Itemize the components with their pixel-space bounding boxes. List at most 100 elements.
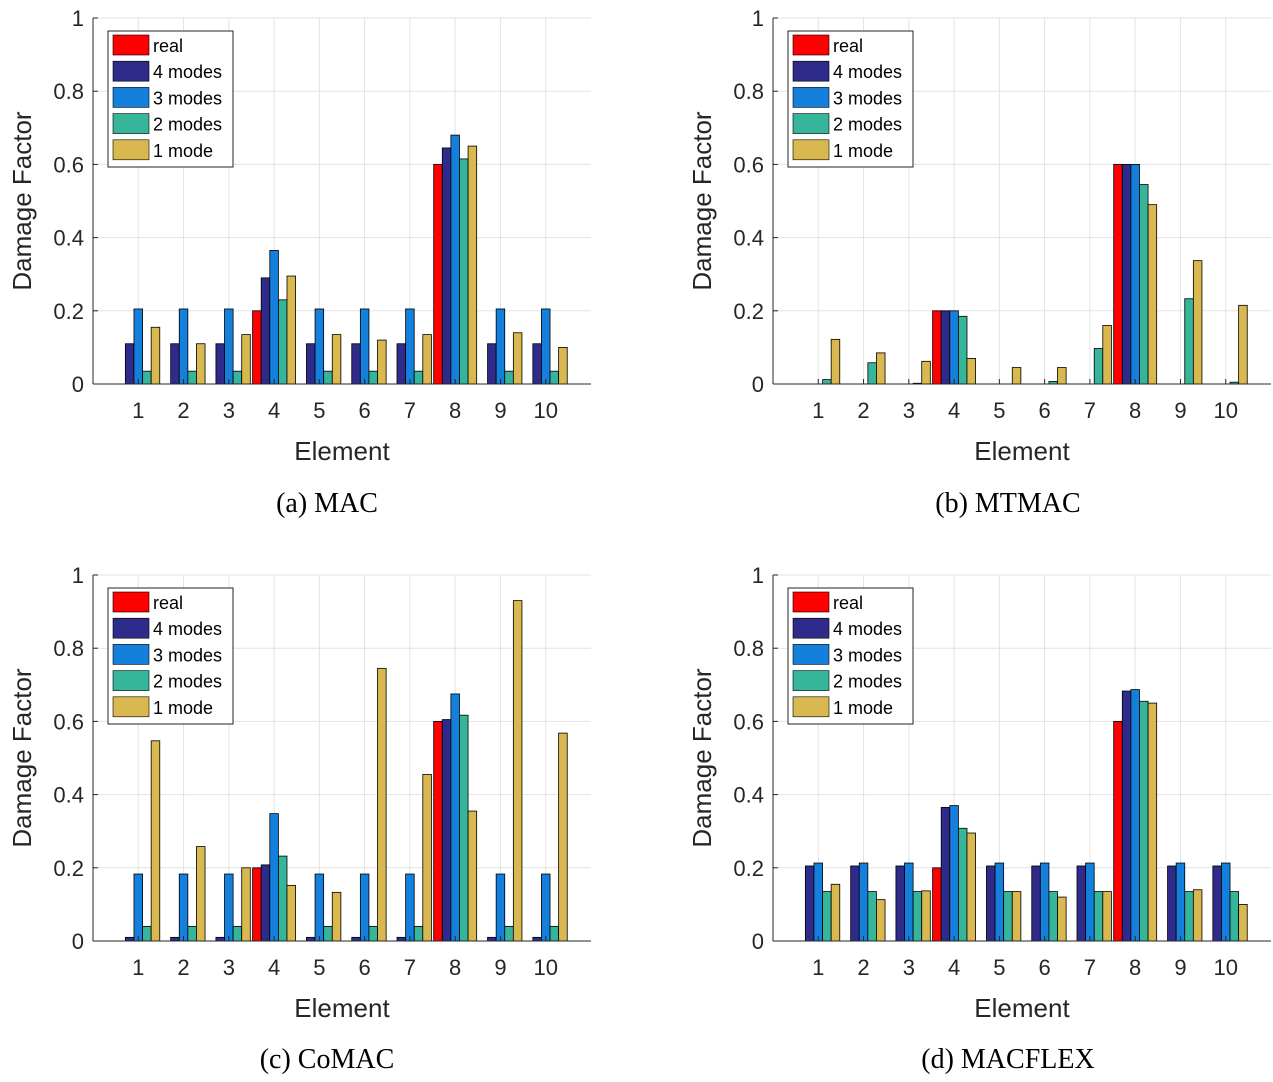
y-tick-label: 0 xyxy=(752,929,764,954)
bar-3-modes-element-2 xyxy=(178,873,189,942)
legend-swatch-2-modes xyxy=(112,670,150,691)
legend-swatch-real xyxy=(792,34,830,56)
bar-3-modes-element-6 xyxy=(359,308,370,385)
bar-3-modes-element-3 xyxy=(904,862,914,942)
bar-4-modes-element-6 xyxy=(351,343,361,385)
x-tick-label: 10 xyxy=(1213,955,1237,980)
chart-panel-1: 0 0.2 0.4 0.6 0.8 1 1 2 3 4 5 6 7 8 9 10 Element Damage F… xyxy=(7,6,591,519)
bar-3-modes-element-1 xyxy=(133,873,143,942)
bar-3-modes-element-8 xyxy=(1130,689,1140,942)
bar-1-mode-element-9 xyxy=(1192,260,1203,385)
legend-label: 4 modes xyxy=(153,62,222,82)
bar-2-modes-element-4 xyxy=(277,855,288,942)
bar-4-modes-element-5 xyxy=(986,865,996,942)
bar-4-modes-element-2 xyxy=(170,936,180,942)
y-axis-label: Damage Factor xyxy=(7,111,37,291)
legend: real 4 modes 3 modes 2 modes 1 mode xyxy=(787,30,914,168)
bar-4-modes-element-4 xyxy=(940,310,951,385)
legend-swatch-real xyxy=(112,591,150,613)
bar-3-modes-element-7 xyxy=(405,308,415,385)
bar-4-modes-element-1 xyxy=(124,936,135,942)
legend-swatch-real xyxy=(792,591,830,613)
bar-real-element-4 xyxy=(252,310,262,385)
x-tick-label: 1 xyxy=(812,955,824,980)
legend-swatch-1-mode xyxy=(112,696,150,718)
x-tick-label: 9 xyxy=(1174,955,1186,980)
bar-1-mode-element-10 xyxy=(1238,904,1248,942)
bar-1-mode-element-2 xyxy=(196,343,206,385)
x-tick-label: 9 xyxy=(1174,398,1186,423)
bar-3-modes-element-2 xyxy=(178,308,189,385)
legend: real 4 modes 3 modes 2 modes 1 mode xyxy=(107,587,234,725)
bar-4-modes-element-5 xyxy=(306,343,316,385)
bar-2-modes-element-4 xyxy=(277,299,288,385)
bar-3-modes-element-9 xyxy=(495,308,506,385)
bar-4-modes-element-7 xyxy=(396,343,407,385)
bar-1-mode-element-1 xyxy=(150,326,161,385)
bar-4-modes-element-4 xyxy=(260,277,271,385)
x-tick-label: 2 xyxy=(177,955,189,980)
bar-1-mode-element-7 xyxy=(1102,325,1112,385)
x-tick-label: 5 xyxy=(313,398,325,423)
bar-1-mode-element-9 xyxy=(512,332,523,385)
bar-2-modes-element-8 xyxy=(1139,184,1149,385)
x-tick-label: 3 xyxy=(903,398,915,423)
bar-real-element-8 xyxy=(1113,721,1123,942)
bar-3-modes-element-2 xyxy=(858,862,869,942)
x-tick-label: 6 xyxy=(1039,955,1051,980)
bar-2-modes-element-4 xyxy=(957,827,968,942)
legend-label: real xyxy=(153,593,183,613)
bar-real-element-4 xyxy=(252,867,262,942)
bar-3-modes-element-5 xyxy=(314,308,325,385)
x-tick-label: 3 xyxy=(903,955,915,980)
x-axis-label: Element xyxy=(974,436,1070,466)
x-tick-label: 4 xyxy=(268,955,280,980)
chart-caption: (c) CoMAC xyxy=(260,1044,395,1075)
bar-1-mode-element-5 xyxy=(1011,367,1022,385)
bar-1-mode-element-1 xyxy=(150,740,161,942)
bar-1-mode-element-10 xyxy=(558,732,568,942)
bar-2-modes-element-7 xyxy=(1093,891,1104,942)
bar-1-mode-element-5 xyxy=(1011,891,1022,942)
y-tick-label: 1 xyxy=(752,6,764,31)
bar-1-mode-element-8 xyxy=(467,810,478,942)
bar-1-mode-element-6 xyxy=(1057,896,1067,942)
bar-3-modes-element-9 xyxy=(495,873,506,942)
bar-2-modes-element-3 xyxy=(232,925,243,942)
bars xyxy=(804,689,1248,942)
x-tick-label: 2 xyxy=(177,398,189,423)
bar-1-mode-element-5 xyxy=(331,334,342,385)
legend-swatch-4-modes xyxy=(792,617,830,639)
legend-label: real xyxy=(833,36,863,56)
legend-swatch-1-mode xyxy=(112,139,150,161)
x-tick-label: 9 xyxy=(494,955,506,980)
x-tick-label: 7 xyxy=(1084,955,1096,980)
y-tick-label: 1 xyxy=(72,6,84,31)
bar-1-mode-element-10 xyxy=(1238,304,1248,385)
bar-3-modes-element-5 xyxy=(314,873,325,942)
bar-2-modes-element-8 xyxy=(459,714,469,942)
bar-4-modes-element-4 xyxy=(260,864,271,942)
legend-label: 2 modes xyxy=(153,672,222,692)
chart-caption: (d) MACFLEX xyxy=(921,1044,1094,1075)
bar-1-mode-element-8 xyxy=(1147,204,1158,385)
legend: real 4 modes 3 modes 2 modes 1 mode xyxy=(787,587,914,725)
bar-1-mode-element-8 xyxy=(1147,702,1158,942)
x-axis-label: Element xyxy=(974,993,1070,1023)
x-tick-label: 6 xyxy=(359,955,371,980)
bar-3-modes-element-1 xyxy=(813,862,823,942)
y-tick-label: 0.2 xyxy=(53,856,84,881)
legend: real 4 modes 3 modes 2 modes 1 mode xyxy=(107,30,234,168)
chart-caption: (a) MAC xyxy=(276,488,378,519)
bar-4-modes-element-9 xyxy=(1167,865,1177,942)
legend-label: real xyxy=(833,593,863,613)
bar-1-mode-element-9 xyxy=(1192,889,1203,942)
bar-1-mode-element-10 xyxy=(558,346,568,385)
x-tick-label: 3 xyxy=(223,955,235,980)
x-tick-label: 5 xyxy=(993,955,1005,980)
legend-label: 1 mode xyxy=(833,141,893,161)
bar-real-element-8 xyxy=(1113,163,1123,385)
bar-4-modes-element-9 xyxy=(487,936,497,942)
